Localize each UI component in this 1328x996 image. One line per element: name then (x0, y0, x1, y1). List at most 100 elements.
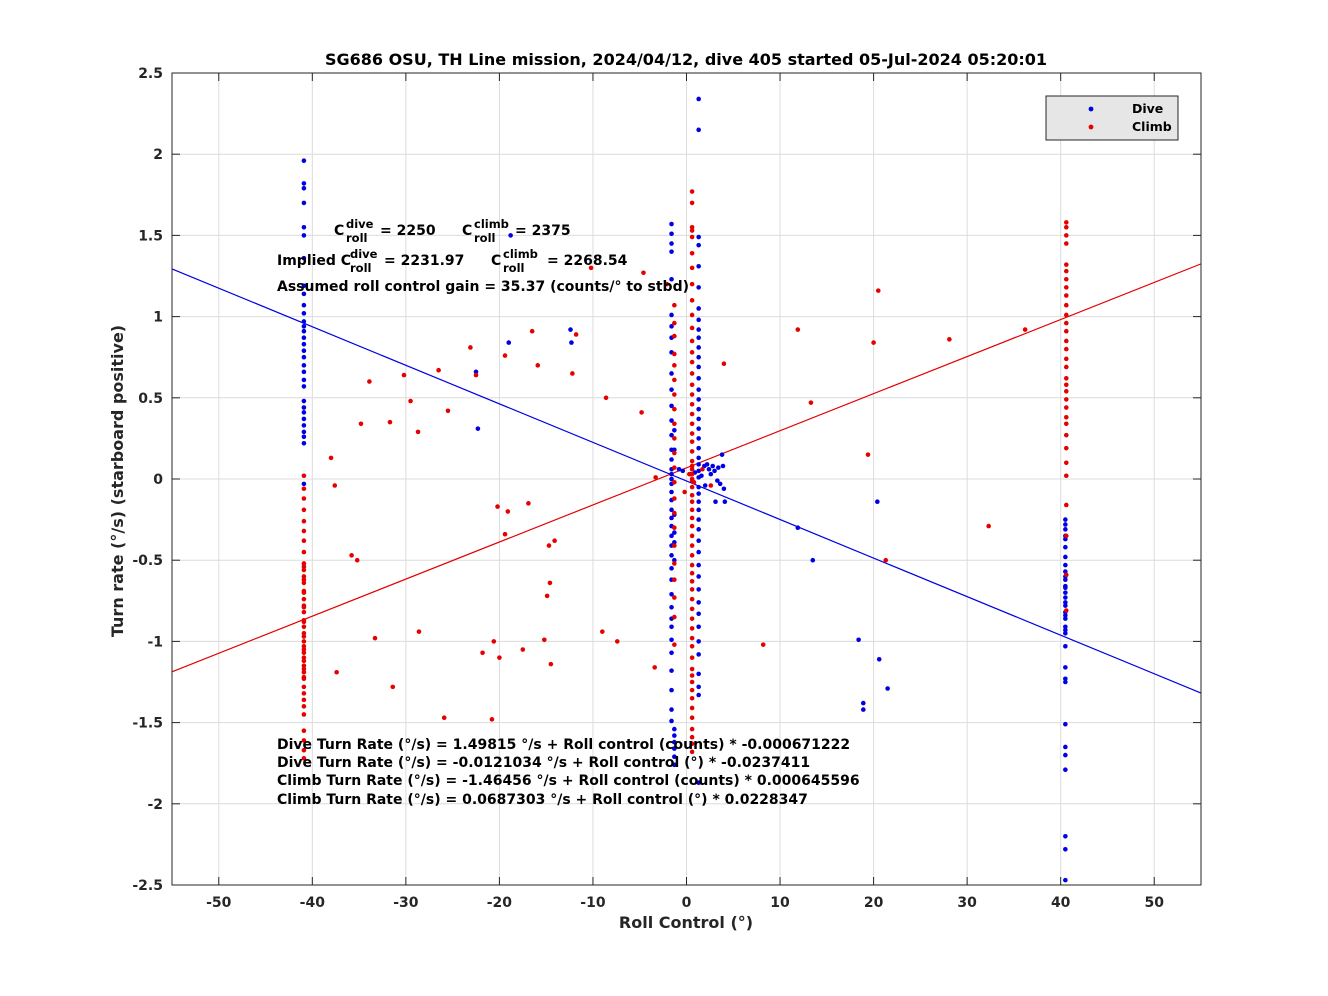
point-dive (669, 471, 674, 477)
point-dive (696, 96, 701, 102)
point-dive (696, 335, 701, 341)
point-climb (689, 655, 695, 660)
point-dive (1063, 846, 1068, 852)
y-tick-label: 1.5 (138, 228, 163, 244)
point-dive (1063, 595, 1068, 600)
point-climb (689, 587, 695, 592)
point-climb (301, 704, 307, 709)
point-climb (301, 630, 307, 636)
point-climb (689, 401, 695, 407)
point-climb (672, 450, 677, 456)
point-climb (672, 543, 677, 548)
point-dive (696, 387, 701, 392)
point-climb (689, 715, 695, 721)
point-dive (1063, 721, 1068, 727)
point-dive (717, 481, 723, 487)
point-dive (669, 507, 674, 513)
x-tick-label: 30 (957, 895, 977, 911)
point-climb (502, 353, 508, 358)
point-dive (861, 707, 866, 712)
point-climb (354, 557, 360, 563)
data-points (301, 96, 1069, 883)
point-climb (489, 717, 495, 722)
point-dive (669, 324, 674, 329)
point-dive (672, 447, 677, 453)
point-dive (301, 354, 307, 360)
point-dive (669, 515, 674, 521)
point-climb (871, 340, 876, 345)
point-dive (669, 432, 674, 438)
point-climb (689, 533, 695, 539)
point-dive (696, 652, 701, 657)
point-climb (1022, 327, 1028, 332)
point-climb (689, 687, 695, 693)
point-dive (1063, 627, 1068, 633)
point-climb (689, 666, 695, 672)
point-climb (1063, 302, 1069, 308)
point-dive (696, 527, 701, 532)
point-climb (689, 281, 695, 287)
point-dive (696, 397, 701, 402)
point-climb (875, 288, 881, 293)
point-climb (301, 697, 307, 703)
point-climb (301, 596, 307, 602)
point-dive (301, 224, 307, 230)
point-climb (689, 507, 695, 513)
c-roll-dive-c: C (334, 223, 344, 239)
point-climb (301, 507, 307, 513)
point-dive (569, 340, 574, 345)
point-climb (986, 523, 991, 529)
point-climb (808, 400, 814, 405)
point-dive (301, 335, 307, 341)
point-dive (669, 553, 674, 558)
point-climb (689, 350, 695, 355)
point-climb (529, 328, 535, 334)
point-climb (689, 224, 695, 230)
point-dive (669, 592, 674, 597)
point-climb (520, 647, 526, 652)
point-dive (672, 726, 677, 732)
point-climb (947, 337, 952, 342)
y-tick-label: -2.5 (132, 878, 163, 894)
point-climb (301, 518, 307, 524)
point-dive (1063, 554, 1068, 560)
implied-prefix: Implied C (277, 253, 351, 269)
point-climb (689, 515, 695, 521)
point-climb (502, 531, 508, 537)
point-dive (1063, 600, 1068, 605)
point-dive (1063, 603, 1068, 608)
point-dive (712, 468, 717, 474)
point-climb (1063, 328, 1069, 334)
point-climb (672, 642, 677, 647)
point-dive (301, 423, 307, 428)
point-climb (1063, 502, 1069, 508)
point-dive (1063, 613, 1068, 618)
point-climb (301, 738, 307, 743)
point-climb (332, 483, 338, 488)
point-climb (1063, 397, 1069, 402)
point-dive (1063, 676, 1068, 682)
point-climb (689, 312, 695, 318)
point-climb (491, 639, 497, 644)
point-dive (1063, 752, 1068, 758)
point-dive (301, 311, 307, 316)
point-climb (570, 371, 575, 376)
point-dive (669, 476, 674, 482)
y-tick-label: -0.5 (132, 553, 163, 569)
point-climb (689, 570, 695, 576)
point-climb (1063, 414, 1069, 420)
x-tick-label: -30 (393, 895, 419, 911)
point-climb (358, 421, 364, 427)
point-climb (672, 595, 677, 600)
point-dive (696, 376, 701, 381)
point-dive (672, 762, 677, 768)
point-dive (696, 600, 701, 605)
point-dive (669, 231, 674, 237)
point-dive (301, 348, 307, 354)
point-dive (696, 484, 701, 490)
point-dive (1063, 544, 1068, 550)
x-tick-label: -20 (487, 895, 513, 911)
implied-dive-sup: dive (350, 247, 378, 261)
point-climb (689, 189, 695, 194)
point-dive (696, 587, 701, 592)
